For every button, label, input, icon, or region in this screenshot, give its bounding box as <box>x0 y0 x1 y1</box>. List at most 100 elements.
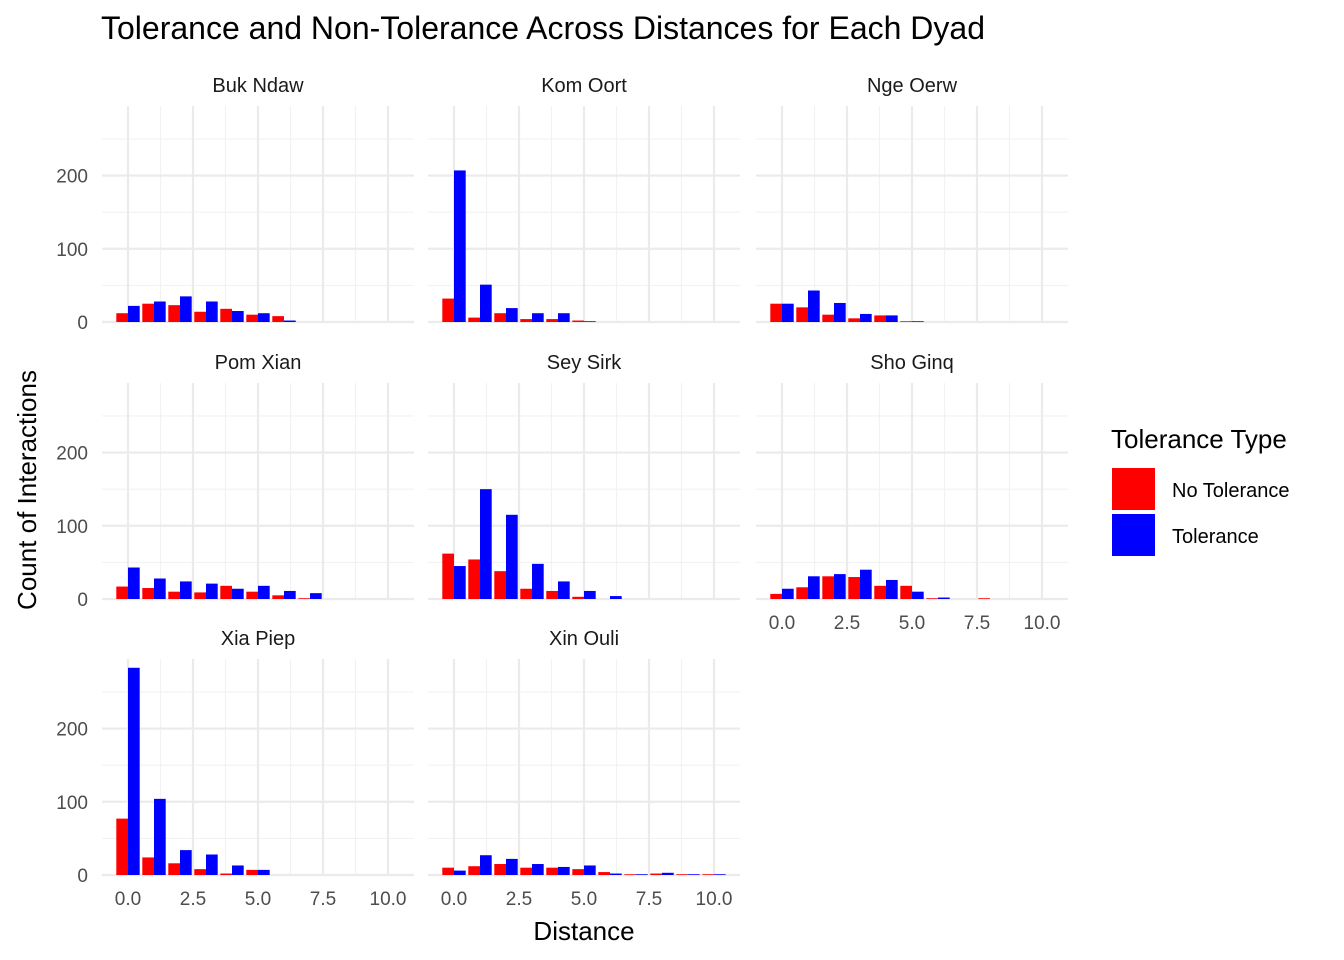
bar-no-tolerance <box>874 315 886 322</box>
bar-tolerance <box>180 296 192 322</box>
bar-tolerance <box>258 869 270 875</box>
bar-no-tolerance <box>220 873 232 875</box>
bar-no-tolerance <box>848 577 860 599</box>
panel-kom-oort: Kom Oort <box>428 75 740 324</box>
legend: Tolerance Type No Tolerance Tolerance <box>1111 424 1289 556</box>
legend-label-tolerance: Tolerance <box>1172 526 1259 548</box>
bar-no-tolerance <box>572 320 584 322</box>
bar-tolerance <box>154 798 166 875</box>
x-tick-label: 10.0 <box>696 889 733 910</box>
bar-no-tolerance <box>598 872 610 875</box>
x-tick-label: 0.0 <box>769 613 795 634</box>
x-tick-label: 5.0 <box>245 889 271 910</box>
bar-tolerance <box>206 854 218 875</box>
bar-no-tolerance <box>494 571 506 599</box>
bar-no-tolerance <box>494 313 506 322</box>
bar-tolerance <box>584 590 596 599</box>
bar-no-tolerance <box>848 318 860 322</box>
bar-tolerance <box>480 855 492 875</box>
bar-no-tolerance <box>796 307 808 322</box>
bar-no-tolerance <box>572 596 584 599</box>
bar-no-tolerance <box>116 586 128 599</box>
bar-tolerance <box>610 873 622 875</box>
bar-tolerance <box>284 590 296 599</box>
bar-tolerance <box>610 596 622 599</box>
facet-label: Xin Ouli <box>549 628 619 650</box>
bar-tolerance <box>782 303 794 322</box>
bar-no-tolerance <box>220 308 232 322</box>
bar-tolerance <box>886 315 898 322</box>
bar-no-tolerance <box>546 867 558 875</box>
chart-title: Tolerance and Non-Tolerance Across Dista… <box>101 10 985 46</box>
bar-no-tolerance <box>142 303 154 322</box>
bar-no-tolerance <box>142 857 154 875</box>
facet-label: Kom Oort <box>541 75 627 97</box>
bar-no-tolerance <box>978 598 990 599</box>
bar-tolerance <box>480 284 492 322</box>
x-tick-label: 0.0 <box>115 889 141 910</box>
y-tick-label: 200 <box>56 444 88 465</box>
panel-sho-ginq: Sho Ginq 0.0 2.5 5.0 7.5 10.0 <box>756 352 1068 634</box>
bar-tolerance <box>834 302 846 322</box>
x-tick-label: 5.0 <box>571 889 597 910</box>
bar-no-tolerance <box>702 874 714 875</box>
bar-tolerance <box>232 865 244 875</box>
bar-no-tolerance <box>468 317 480 322</box>
y-tick-label: 200 <box>56 720 88 741</box>
x-tick-label: 10.0 <box>1024 613 1061 634</box>
bar-tolerance <box>480 489 492 599</box>
bar-tolerance <box>454 170 466 322</box>
bar-tolerance <box>506 308 518 322</box>
bar-no-tolerance <box>874 585 886 599</box>
bar-tolerance <box>180 581 192 599</box>
panel-xia-piep: Xia Piep 0 100 200 0.0 2.5 5.0 7.5 10.0 <box>56 628 414 910</box>
bar-no-tolerance <box>546 319 558 322</box>
y-tick-label: 100 <box>56 793 88 814</box>
facet-label: Buk Ndaw <box>212 75 304 97</box>
bar-no-tolerance <box>168 305 180 322</box>
bar-tolerance <box>938 597 950 599</box>
bar-no-tolerance <box>272 595 284 599</box>
bar-no-tolerance <box>116 818 128 875</box>
bar-no-tolerance <box>770 593 782 599</box>
bar-tolerance <box>834 574 846 599</box>
bar-tolerance <box>310 593 322 599</box>
facet-panels: Buk Ndaw 0 100 200 Kom Oort Nge Oerw Pom Xian 0… <box>56 75 1068 910</box>
bar-no-tolerance <box>546 590 558 599</box>
bar-no-tolerance <box>520 319 532 322</box>
bar-tolerance <box>714 874 726 875</box>
bar-tolerance <box>506 514 518 599</box>
bar-no-tolerance <box>676 874 688 875</box>
bar-no-tolerance <box>168 863 180 875</box>
bar-tolerance <box>284 320 296 322</box>
bar-no-tolerance <box>272 316 284 322</box>
legend-label-no-tolerance: No Tolerance <box>1172 480 1289 502</box>
bar-no-tolerance <box>572 869 584 875</box>
x-tick-label: 10.0 <box>370 889 407 910</box>
bar-tolerance <box>688 874 700 875</box>
bar-tolerance <box>532 313 544 322</box>
x-tick-label: 2.5 <box>834 613 860 634</box>
bar-tolerance <box>454 870 466 875</box>
bar-tolerance <box>584 321 596 322</box>
y-tick-label: 0 <box>77 313 88 334</box>
bar-no-tolerance <box>900 321 912 322</box>
y-axis-title: Count of Interactions <box>12 370 42 610</box>
bar-no-tolerance <box>194 869 206 875</box>
bar-no-tolerance <box>442 298 454 322</box>
bar-no-tolerance <box>900 585 912 599</box>
bar-no-tolerance <box>246 869 258 875</box>
bar-tolerance <box>558 581 570 599</box>
bar-no-tolerance <box>246 314 258 322</box>
bar-tolerance <box>258 585 270 599</box>
bar-no-tolerance <box>650 873 662 875</box>
panel-sey-sirk: Sey Sirk <box>428 352 740 601</box>
panel-xin-ouli: Xin Ouli 0.0 2.5 5.0 7.5 10.0 <box>428 628 740 910</box>
bar-tolerance <box>532 864 544 875</box>
bar-tolerance <box>782 588 794 599</box>
bar-no-tolerance <box>298 598 310 599</box>
bar-no-tolerance <box>520 588 532 599</box>
bar-no-tolerance <box>442 553 454 599</box>
bar-tolerance <box>912 321 924 322</box>
bar-tolerance <box>154 578 166 599</box>
